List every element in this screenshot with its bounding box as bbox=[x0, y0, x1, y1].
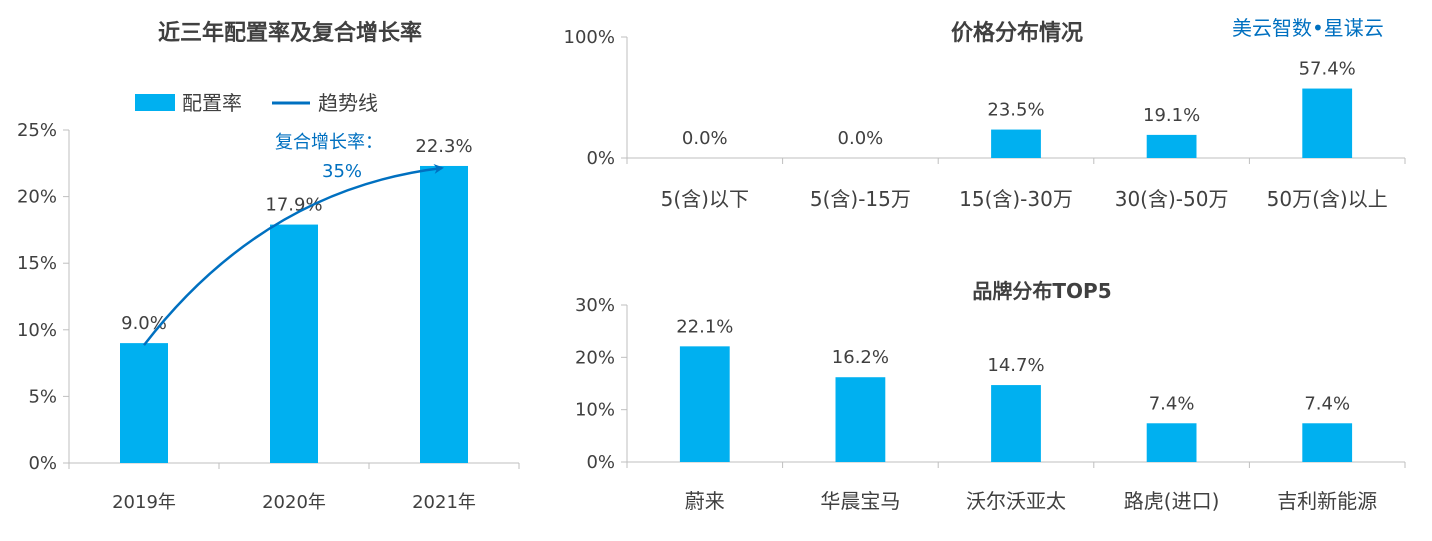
price-category-label: 5(含)-15万 bbox=[810, 187, 911, 211]
price-y-tick-label: 0% bbox=[586, 148, 615, 169]
left-chart-plot: 0%5%10%15%20%25%9.0%2019年17.9%2020年22.3%… bbox=[17, 120, 520, 513]
price-data-label: 23.5% bbox=[987, 100, 1044, 121]
brand-y-tick-label: 10% bbox=[575, 400, 615, 421]
left-bar bbox=[120, 343, 168, 463]
left-chart-title: 近三年配置率及复合增长率 bbox=[158, 20, 422, 46]
price-data-label: 57.4% bbox=[1299, 59, 1356, 80]
price-bar bbox=[1146, 134, 1197, 158]
left-y-tick-label: 15% bbox=[17, 253, 57, 274]
price-chart-plot: 0% 100% 0.0% 5(含)以下 0.0% 5(含)-15万 23.5% 15(含)-3… bbox=[564, 27, 1406, 211]
brand-y-tick-label: 30% bbox=[575, 295, 615, 316]
left-y-tick-label: 5% bbox=[28, 386, 57, 407]
left-data-label: 17.9% bbox=[265, 195, 322, 216]
price-y-tick-label: 100% bbox=[564, 27, 615, 48]
left-category-label: 2020年 bbox=[262, 492, 326, 513]
legend-line-label: 趋势线 bbox=[318, 91, 378, 115]
brand-data-label: 22.1% bbox=[676, 316, 733, 337]
brand-category-label: 路虎(进口) bbox=[1124, 489, 1220, 513]
price-category-label: 15(含)-30万 bbox=[959, 187, 1073, 211]
brand-data-label: 14.7% bbox=[987, 355, 1044, 376]
left-data-label: 22.3% bbox=[415, 136, 472, 157]
price-category-label: 5(含)以下 bbox=[661, 187, 749, 211]
brand-bar bbox=[835, 377, 886, 462]
legend-bar-label: 配置率 bbox=[182, 91, 242, 115]
left-y-tick-label: 10% bbox=[17, 320, 57, 341]
left-y-tick-label: 25% bbox=[17, 120, 57, 141]
brand-category-label: 蔚来 bbox=[685, 489, 725, 513]
brand-category-label: 华晨宝马 bbox=[820, 489, 900, 513]
brand-y-tick-label: 20% bbox=[575, 347, 615, 368]
cagr-annotation-value: 35% bbox=[322, 161, 362, 182]
brand-chart-plot: 0% 10% 20% 30% 22.1% 蔚来 16.2% 华晨宝马 14.7% 沃尔沃亚太 7.4… bbox=[575, 295, 1406, 513]
cagr-annotation-label: 复合增长率： bbox=[275, 132, 383, 153]
price-category-label: 50万(含)以上 bbox=[1267, 187, 1388, 211]
brand-bar bbox=[1302, 423, 1353, 462]
brand-bar bbox=[991, 385, 1041, 462]
left-chart-legend: 配置率 趋势线 bbox=[135, 91, 378, 115]
brand-data-label: 16.2% bbox=[832, 347, 889, 368]
price-data-label: 0.0% bbox=[682, 128, 728, 149]
legend-bar-swatch bbox=[135, 94, 175, 111]
brand-data-label: 7.4% bbox=[1304, 393, 1350, 414]
left-category-label: 2021年 bbox=[412, 492, 476, 513]
brand-bar bbox=[1146, 423, 1197, 462]
price-bar bbox=[991, 129, 1041, 158]
price-category-label: 30(含)-50万 bbox=[1115, 187, 1229, 211]
price-bar bbox=[1302, 88, 1353, 158]
brand-bar bbox=[679, 346, 730, 462]
brand-y-tick-label: 0% bbox=[586, 452, 615, 473]
price-chart-title: 价格分布情况 bbox=[951, 20, 1083, 46]
trend-line bbox=[143, 163, 444, 346]
brand-chart-title: 品牌分布TOP5 bbox=[972, 279, 1111, 303]
left-y-tick-label: 0% bbox=[28, 453, 57, 474]
brand-category-label: 吉利新能源 bbox=[1277, 489, 1377, 513]
price-data-label: 0.0% bbox=[838, 128, 884, 149]
left-category-label: 2019年 bbox=[112, 492, 176, 513]
left-bar bbox=[420, 165, 468, 464]
price-data-label: 19.1% bbox=[1143, 105, 1200, 126]
brand-category-label: 沃尔沃亚太 bbox=[966, 489, 1066, 513]
left-bar bbox=[270, 224, 318, 463]
left-y-tick-label: 20% bbox=[17, 187, 57, 208]
brand-data-label: 7.4% bbox=[1149, 393, 1195, 414]
brand-label: 美云智数•星谋云 bbox=[1232, 16, 1384, 40]
